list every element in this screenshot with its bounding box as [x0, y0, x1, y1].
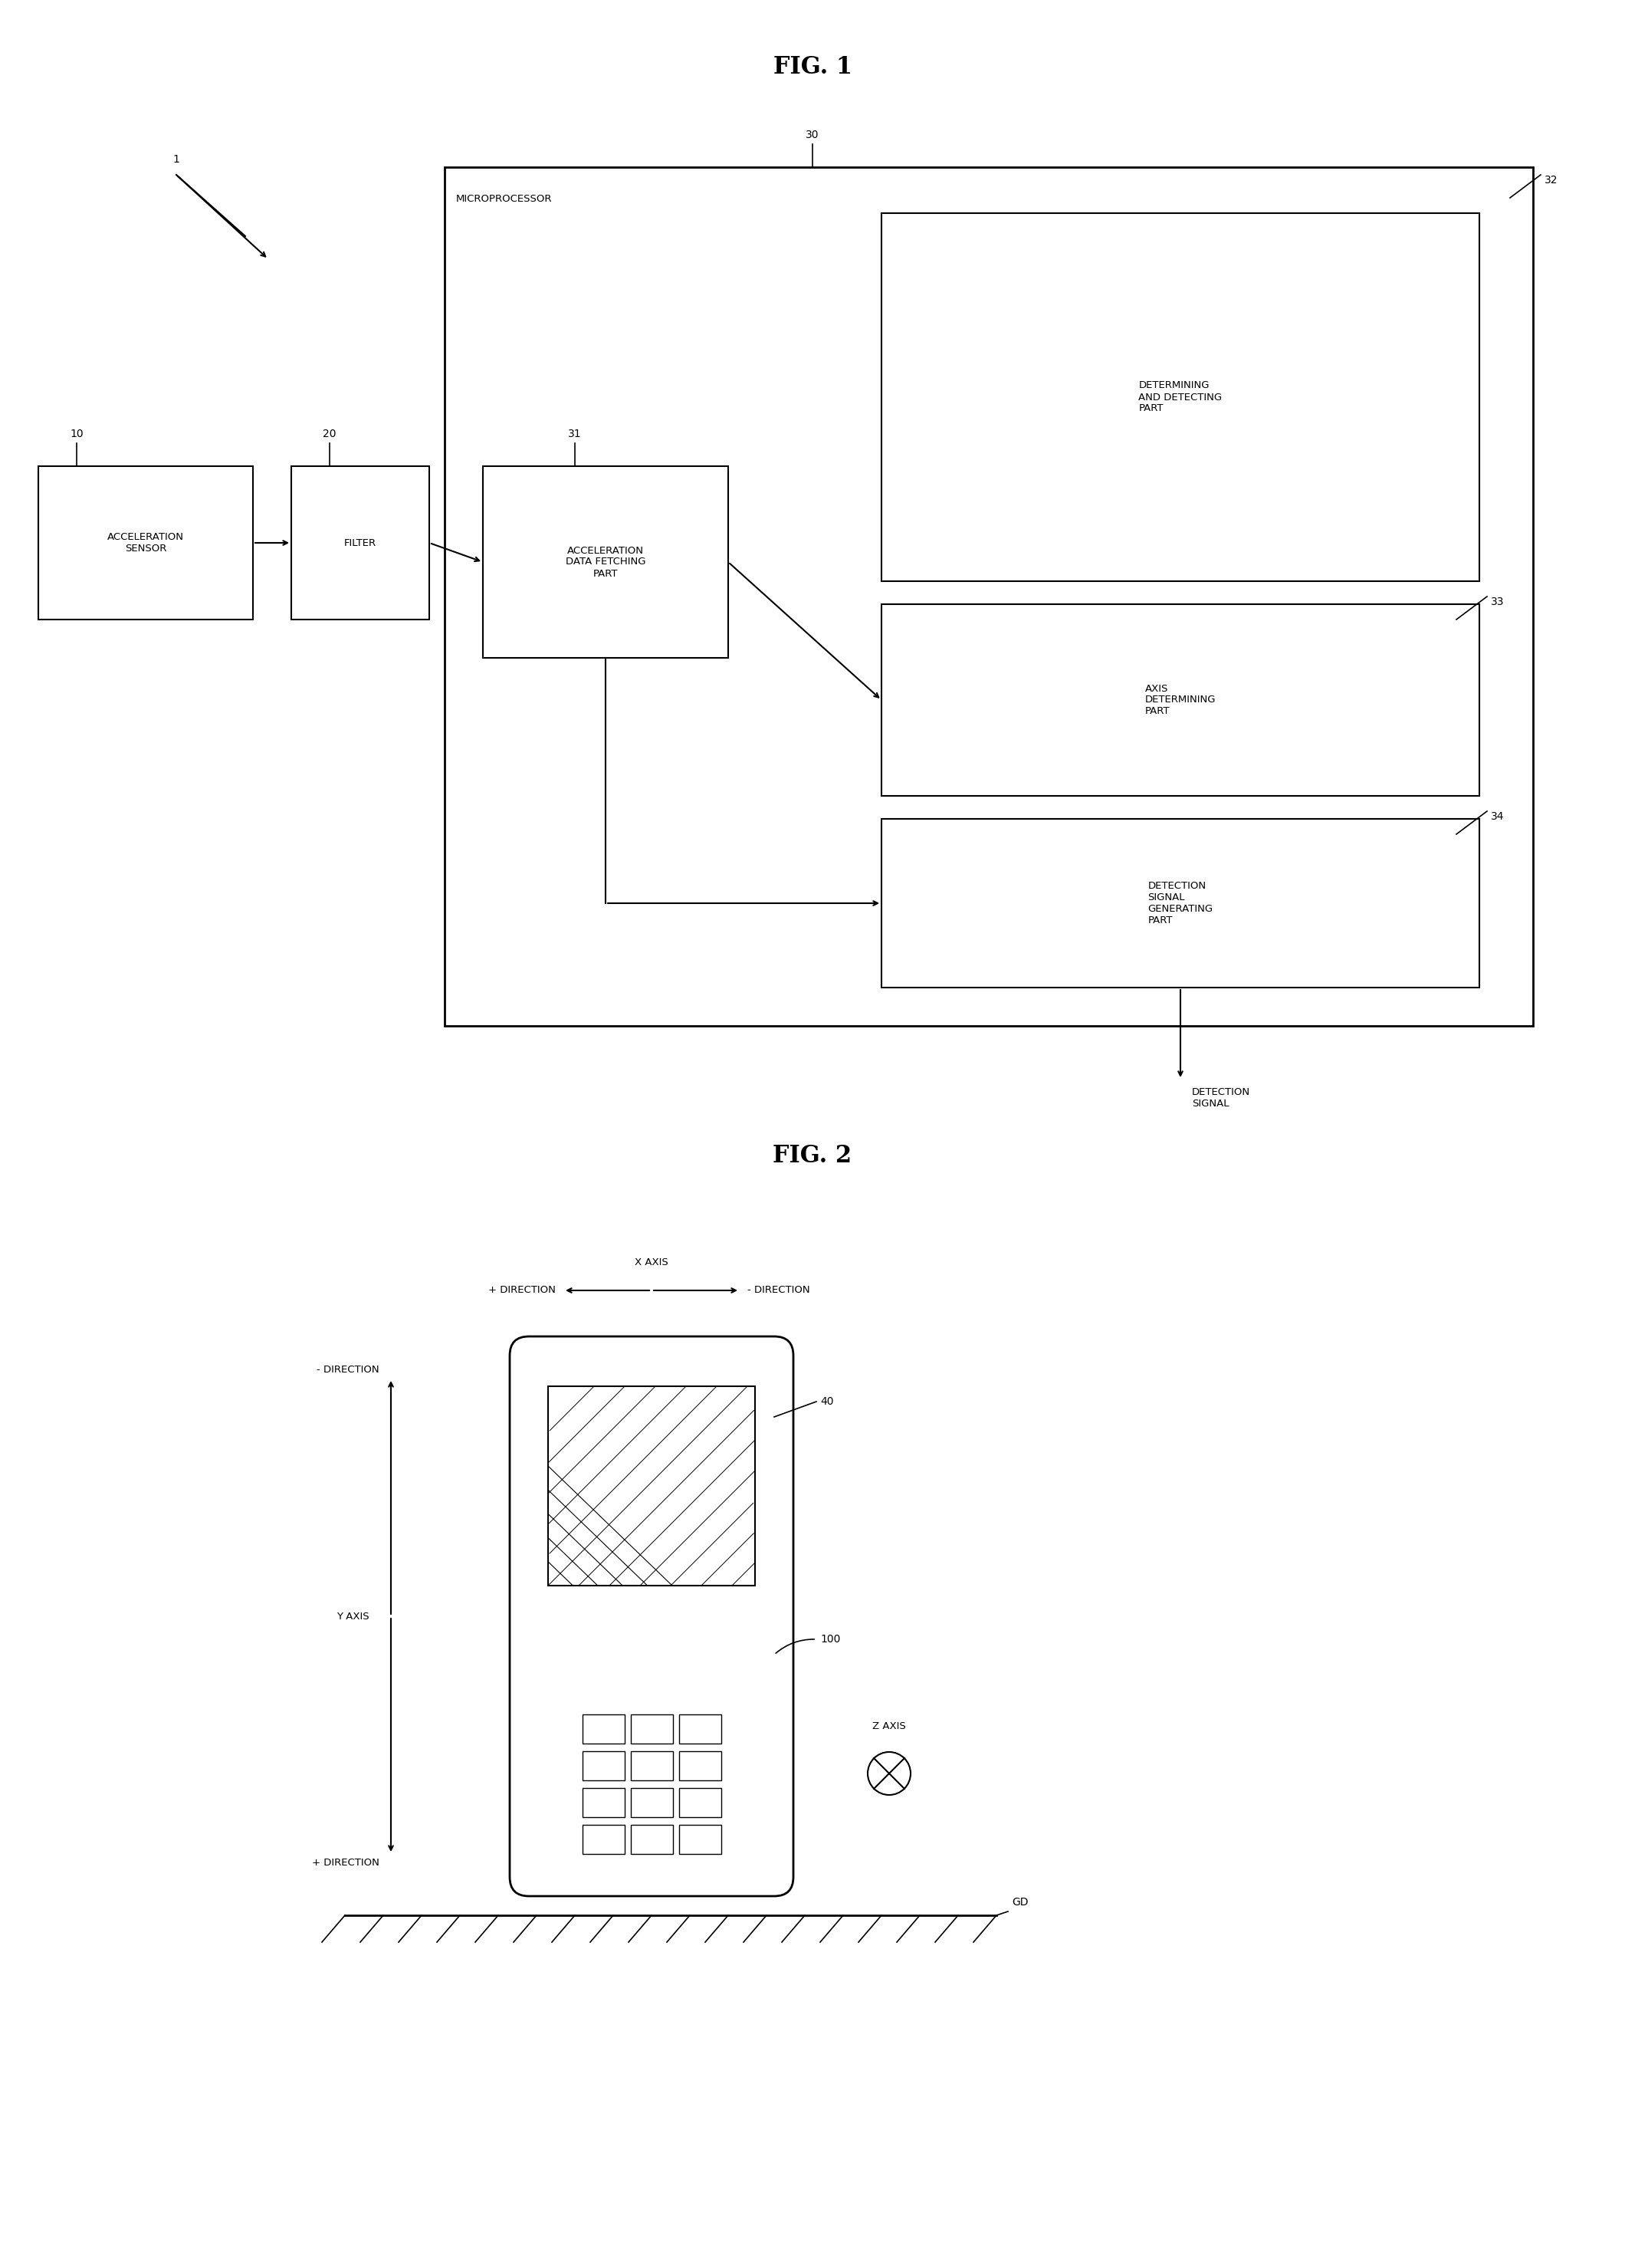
- FancyBboxPatch shape: [582, 1826, 624, 1853]
- FancyBboxPatch shape: [291, 467, 429, 619]
- Text: FIG. 2: FIG. 2: [774, 1145, 852, 1168]
- Text: MICROPROCESSOR: MICROPROCESSOR: [457, 195, 552, 204]
- Text: ACCELERATION
SENSOR: ACCELERATION SENSOR: [107, 533, 184, 553]
- FancyBboxPatch shape: [679, 1787, 722, 1817]
- Text: 34: 34: [1490, 812, 1505, 821]
- Text: 32: 32: [1544, 175, 1558, 186]
- Text: 31: 31: [569, 429, 582, 440]
- FancyBboxPatch shape: [679, 1751, 722, 1780]
- Text: AXIS
DETERMINING
PART: AXIS DETERMINING PART: [1146, 683, 1216, 717]
- Text: 1: 1: [172, 154, 180, 166]
- FancyBboxPatch shape: [881, 819, 1479, 987]
- FancyBboxPatch shape: [582, 1751, 624, 1780]
- FancyBboxPatch shape: [881, 213, 1479, 581]
- Text: + DIRECTION: + DIRECTION: [312, 1857, 379, 1869]
- Text: DETECTION
SIGNAL: DETECTION SIGNAL: [1191, 1086, 1250, 1109]
- Text: 33: 33: [1490, 596, 1505, 608]
- Text: GD: GD: [1012, 1896, 1029, 1907]
- Text: Z AXIS: Z AXIS: [873, 1721, 905, 1730]
- FancyBboxPatch shape: [445, 168, 1532, 1025]
- FancyBboxPatch shape: [679, 1826, 722, 1853]
- Text: FIG. 1: FIG. 1: [774, 57, 852, 79]
- Text: - DIRECTION: - DIRECTION: [748, 1286, 809, 1295]
- Text: DETECTION
SIGNAL
GENERATING
PART: DETECTION SIGNAL GENERATING PART: [1147, 880, 1212, 925]
- Text: 100: 100: [821, 1633, 840, 1644]
- Text: 30: 30: [806, 129, 819, 141]
- Text: FILTER: FILTER: [344, 538, 377, 549]
- FancyBboxPatch shape: [582, 1715, 624, 1744]
- Text: + DIRECTION: + DIRECTION: [489, 1286, 556, 1295]
- FancyBboxPatch shape: [548, 1386, 756, 1585]
- Text: 20: 20: [323, 429, 336, 440]
- FancyBboxPatch shape: [630, 1826, 673, 1853]
- Text: 40: 40: [821, 1397, 834, 1406]
- Text: 10: 10: [70, 429, 83, 440]
- Text: X AXIS: X AXIS: [635, 1256, 668, 1268]
- FancyBboxPatch shape: [582, 1787, 624, 1817]
- Text: - DIRECTION: - DIRECTION: [317, 1365, 379, 1374]
- FancyBboxPatch shape: [483, 467, 728, 658]
- FancyBboxPatch shape: [630, 1787, 673, 1817]
- FancyBboxPatch shape: [630, 1715, 673, 1744]
- Text: DETERMINING
AND DETECTING
PART: DETERMINING AND DETECTING PART: [1139, 381, 1222, 413]
- Text: Y AXIS: Y AXIS: [336, 1610, 369, 1622]
- Text: ACCELERATION
DATA FETCHING
PART: ACCELERATION DATA FETCHING PART: [566, 547, 645, 578]
- FancyBboxPatch shape: [39, 467, 254, 619]
- FancyBboxPatch shape: [630, 1751, 673, 1780]
- FancyBboxPatch shape: [679, 1715, 722, 1744]
- FancyBboxPatch shape: [510, 1336, 793, 1896]
- FancyBboxPatch shape: [881, 603, 1479, 796]
